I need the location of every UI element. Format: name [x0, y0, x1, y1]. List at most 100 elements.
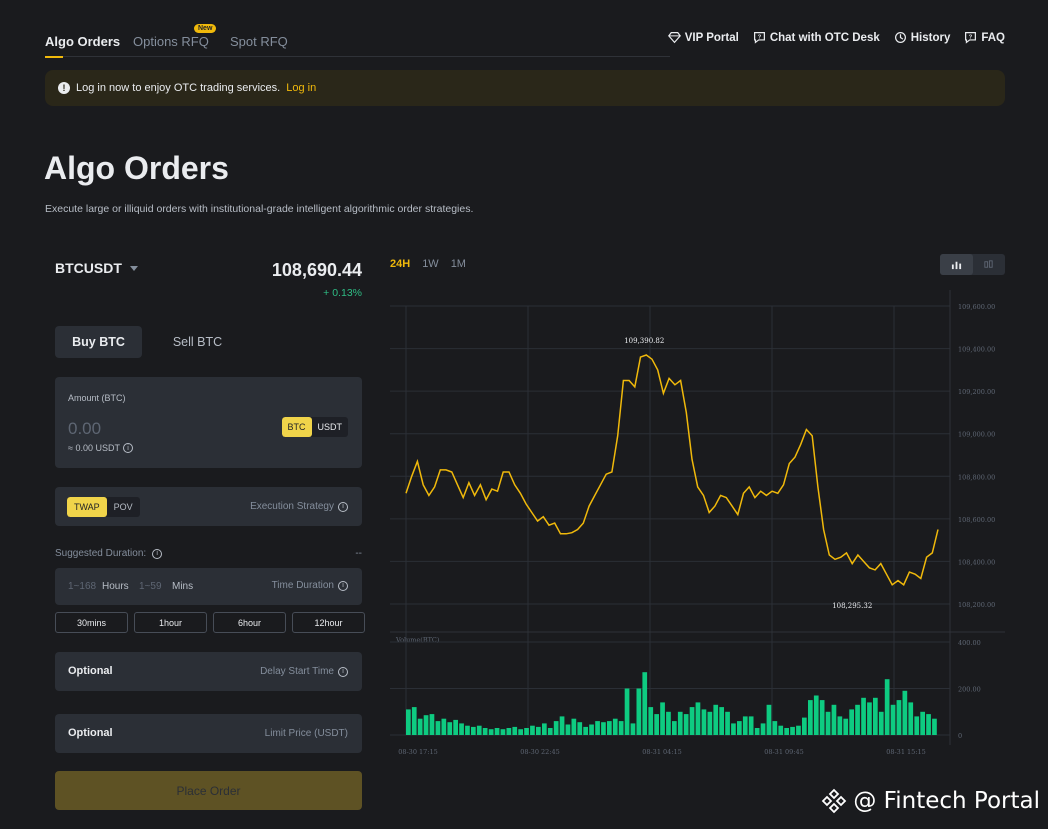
- volume-bar: [725, 711, 730, 736]
- info-icon[interactable]: i: [152, 548, 163, 559]
- volume-bar: [790, 726, 795, 735]
- login-banner: ! Log in now to enjoy OTC trading servic…: [45, 70, 1005, 106]
- volume-bar: [660, 702, 665, 735]
- info-icon[interactable]: i: [338, 580, 348, 591]
- volume-bar: [884, 679, 890, 735]
- history-link[interactable]: History: [894, 31, 950, 44]
- volume-bar: [459, 723, 464, 735]
- volume-bar: [825, 711, 831, 736]
- top-tabs: Algo Orders Options RFQ New Spot RFQ: [45, 24, 670, 58]
- volume-bar: [878, 711, 884, 736]
- chat-otc-link[interactable]: ? Chat with OTC Desk: [753, 31, 880, 44]
- volume-tick-label: 0: [958, 732, 962, 740]
- info-icon[interactable]: i: [338, 666, 348, 677]
- volume-bar: [819, 700, 825, 735]
- top-links: VIP Portal ? Chat with OTC Desk History …: [667, 31, 1005, 44]
- volume-bar: [867, 702, 872, 735]
- range-24h[interactable]: 24H: [390, 258, 411, 270]
- volume-bar: [902, 690, 908, 735]
- delay-start-field[interactable]: Optional Delay Start Time i: [55, 652, 362, 691]
- watermark-text: @ Fintech Portal: [853, 788, 1040, 814]
- price-tick-label: 109,000.00: [958, 431, 995, 439]
- x-tick-label: 08-30 22:45: [520, 748, 560, 756]
- limit-price-field[interactable]: Optional Limit Price (USDT): [55, 714, 362, 753]
- volume-bar: [559, 716, 565, 735]
- twap-button[interactable]: TWAP: [67, 497, 107, 517]
- volume-bar: [920, 711, 925, 736]
- x-tick-label: 08-31 15:15: [886, 748, 926, 756]
- bar-chart-view-button[interactable]: [940, 254, 973, 275]
- volume-tick-label: 200.00: [958, 686, 981, 694]
- chat-icon: ?: [753, 32, 765, 44]
- strategy-label-text: Execution Strategy: [250, 501, 334, 512]
- x-tick-label: 08-31 04:15: [642, 748, 682, 756]
- vip-portal-link[interactable]: VIP Portal: [667, 31, 739, 44]
- chat-otc-label: Chat with OTC Desk: [769, 31, 880, 44]
- duration-label-text: Time Duration: [271, 580, 334, 591]
- volume-bar: [423, 715, 429, 735]
- sell-tab[interactable]: Sell BTC: [172, 335, 223, 349]
- pair-selector[interactable]: BTCUSDT: [55, 260, 138, 276]
- preset-12hour-button[interactable]: 12hour: [292, 612, 365, 633]
- volume-bar: [589, 724, 594, 735]
- suggested-duration: Suggested Duration: i: [55, 548, 163, 559]
- volume-bar: [831, 704, 837, 735]
- volume-bar: [713, 704, 719, 735]
- volume-bar: [808, 700, 813, 735]
- buy-tab[interactable]: Buy BTC: [55, 326, 142, 358]
- tab-options-rfq[interactable]: Options RFQ: [133, 34, 209, 49]
- suggested-value: --: [355, 548, 362, 559]
- volume-bar: [666, 711, 671, 736]
- volume-bar: [719, 707, 724, 735]
- volume-bar: [488, 729, 494, 735]
- range-1m[interactable]: 1M: [450, 258, 466, 270]
- volume-bar: [429, 714, 435, 735]
- volume-bar: [536, 726, 541, 735]
- preset-30mins-button[interactable]: 30mins: [55, 612, 128, 633]
- unit-btc-button[interactable]: BTC: [281, 417, 312, 437]
- range-1w[interactable]: 1W: [422, 258, 439, 270]
- volume-bar: [441, 718, 447, 735]
- price-chart[interactable]: 109,600.00 109,400.00 109,200.00 109,000.00…: [390, 290, 1005, 760]
- suggested-label: Suggested Duration:: [55, 548, 147, 559]
- volume-bar: [926, 714, 931, 735]
- limit-optional: Optional: [68, 727, 113, 739]
- login-link[interactable]: Log in: [286, 82, 317, 94]
- tab-algo-orders[interactable]: Algo Orders: [45, 34, 121, 58]
- hours-input[interactable]: 1~168: [68, 581, 97, 592]
- strategy-label: Execution Strategy i: [250, 501, 348, 512]
- volume-bar: [553, 721, 559, 735]
- banner-text: Log in now to enjoy OTC trading services…: [76, 82, 281, 94]
- info-icon[interactable]: i: [338, 501, 348, 512]
- volume-bar: [707, 711, 713, 736]
- volume-bar: [500, 729, 506, 735]
- price-tick-label: 108,600.00: [958, 516, 995, 524]
- place-order-button[interactable]: Place Order: [55, 771, 362, 810]
- faq-link[interactable]: ? FAQ: [964, 31, 1005, 44]
- preset-1hour-button[interactable]: 1hour: [134, 612, 207, 633]
- pov-button[interactable]: POV: [113, 502, 133, 512]
- unit-usdt-button[interactable]: USDT: [317, 422, 343, 432]
- volume-bar: [435, 721, 441, 735]
- price-tick-label: 109,600.00: [958, 303, 995, 311]
- last-price: 108,690.44: [271, 260, 362, 280]
- amount-approx-text: ≈ 0.00 USDT: [68, 443, 120, 453]
- volume-bar: [861, 697, 866, 735]
- volume-bar: [465, 725, 470, 735]
- volume-bar: [896, 700, 902, 735]
- tab-spot-rfq[interactable]: Spot RFQ: [230, 34, 288, 49]
- delay-optional: Optional: [68, 665, 113, 677]
- volume-bar: [914, 716, 920, 735]
- bar-chart-icon: [951, 261, 961, 270]
- volume-bar: [654, 714, 659, 735]
- price-tick-label: 109,400.00: [958, 346, 995, 354]
- info-icon[interactable]: i: [122, 443, 133, 453]
- side-tabs: Buy BTC Sell BTC: [55, 326, 241, 358]
- page-title: Algo Orders: [44, 150, 229, 186]
- amount-input[interactable]: 0.00: [68, 419, 102, 438]
- mins-input[interactable]: 1~59: [139, 581, 162, 592]
- depth-view-button[interactable]: [973, 254, 1006, 275]
- volume-bar: [648, 707, 654, 735]
- price-tick-label: 108,800.00: [958, 473, 995, 481]
- preset-6hour-button[interactable]: 6hour: [213, 612, 286, 633]
